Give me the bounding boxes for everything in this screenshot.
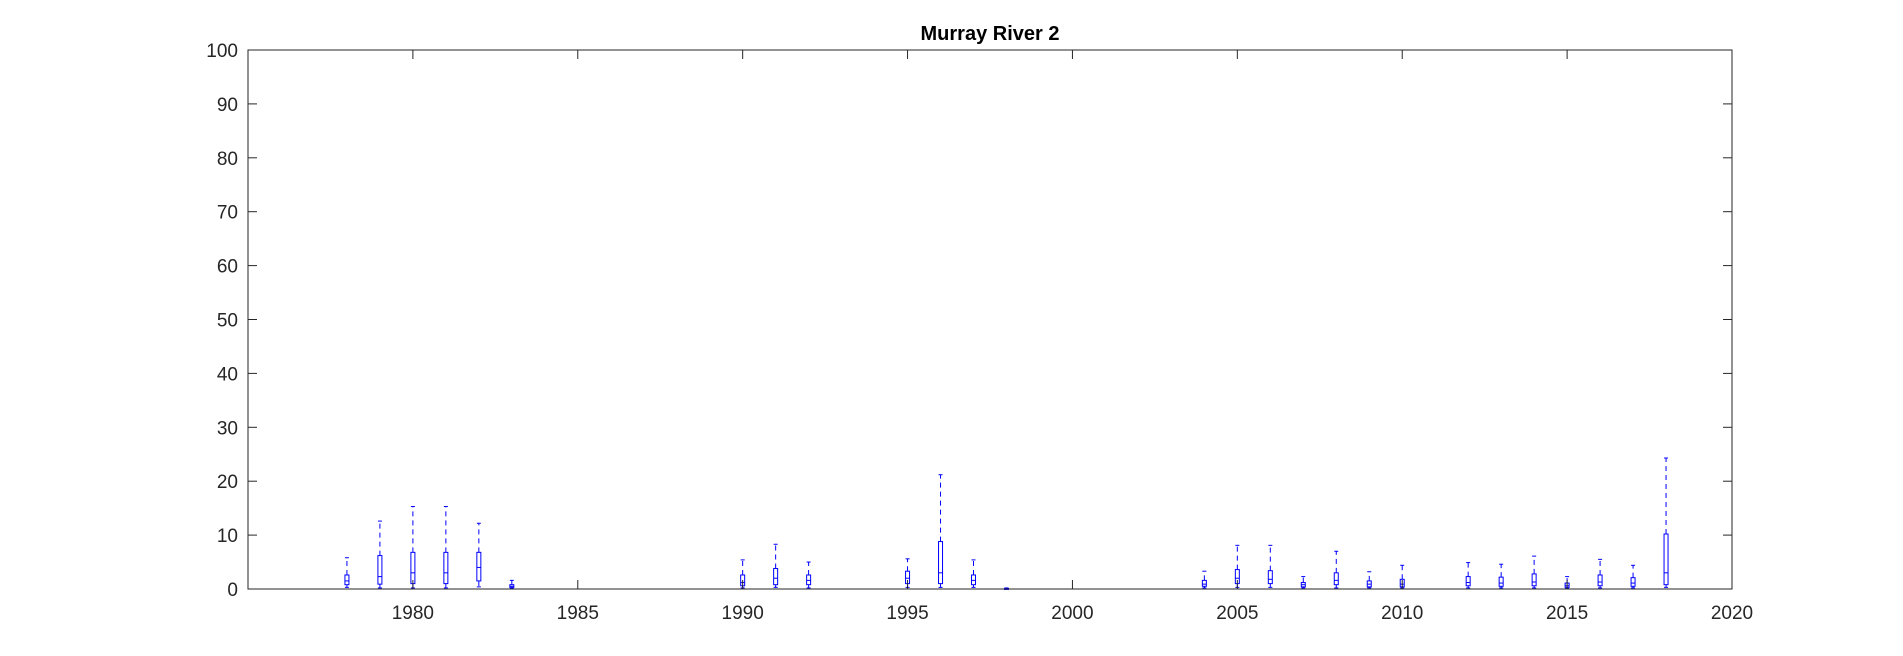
box-1996: [938, 474, 944, 588]
box-iqr: [1630, 577, 1636, 587]
axes-frame: [247, 49, 1733, 590]
box-iqr: [971, 574, 977, 586]
y-tick-label: 0: [227, 580, 238, 601]
box-iqr: [1201, 579, 1207, 587]
box-iqr: [1333, 572, 1339, 586]
x-tick-label: 1980: [392, 603, 434, 624]
box-2013: [1498, 563, 1504, 589]
box-2017: [1630, 564, 1636, 589]
box-iqr: [1531, 573, 1537, 587]
y-tick-label: 80: [217, 149, 238, 170]
x-tick-label: 1985: [557, 603, 599, 624]
box-1991: [773, 543, 779, 588]
box-iqr: [1597, 574, 1603, 587]
y-tick-label: 100: [206, 41, 238, 62]
box-1992: [806, 561, 812, 589]
box-1982: [476, 522, 482, 588]
box-iqr: [1663, 533, 1669, 586]
plot-area: [248, 50, 1732, 589]
x-tick-label: 2020: [1711, 603, 1753, 624]
x-tick-label: 1995: [886, 603, 928, 624]
ticks-layer: 1980 1985 1990 1995 2000 2005 2010 2015 2020 0 10 2…: [206, 41, 1753, 624]
box-2014: [1531, 555, 1537, 589]
box-iqr: [476, 551, 482, 582]
y-tick-label: 40: [217, 364, 238, 385]
box-1979: [377, 520, 383, 589]
x-tick-label: 2000: [1051, 603, 1093, 624]
box-iqr: [773, 568, 779, 586]
box-iqr: [1465, 576, 1471, 587]
y-tick-label: 10: [217, 526, 238, 547]
box-iqr: [1498, 576, 1504, 587]
y-tick-label: 50: [217, 311, 238, 332]
box-2007: [1300, 576, 1306, 589]
box-2012: [1465, 562, 1471, 589]
y-tick-label: 70: [217, 203, 238, 224]
box-1983: [509, 579, 515, 589]
box-2006: [1267, 544, 1273, 588]
box-iqr: [344, 574, 350, 586]
box-iqr: [1267, 570, 1273, 585]
box-iqr: [443, 551, 449, 585]
box-2008: [1333, 550, 1339, 589]
x-tick-label: 2010: [1381, 603, 1423, 624]
box-2016: [1597, 558, 1603, 589]
y-tick-label: 90: [217, 95, 238, 116]
y-tick-label: 30: [217, 418, 238, 439]
y-tick-label: 20: [217, 472, 238, 493]
box-2018: [1663, 457, 1669, 588]
box-iqr: [806, 574, 812, 586]
box-1978: [344, 557, 350, 588]
box-1981: [443, 506, 449, 589]
x-tick-label: 2005: [1216, 603, 1258, 624]
box-2004: [1201, 570, 1207, 589]
chart-title: Murray River 2: [921, 23, 1060, 45]
box-2009: [1366, 571, 1372, 589]
box-iqr: [938, 541, 944, 585]
x-tick-label: 1990: [722, 603, 764, 624]
box-iqr: [377, 555, 383, 585]
y-tick-label: 60: [217, 257, 238, 278]
x-tick-label: 2015: [1546, 603, 1588, 624]
box-1997: [971, 559, 977, 588]
